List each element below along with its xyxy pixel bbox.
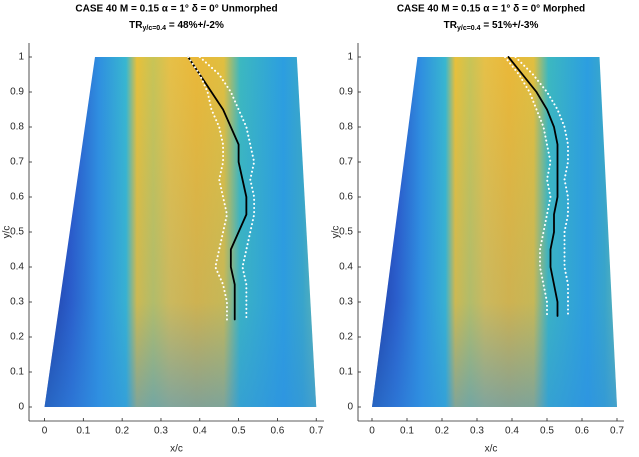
bound-line bbox=[198, 56, 256, 321]
x-tick-label: 0.3 bbox=[154, 426, 168, 437]
y-tick-label: 0.1 bbox=[10, 367, 24, 378]
y-tick-label: 0.8 bbox=[339, 122, 353, 133]
y-tick-label: 0.1 bbox=[339, 367, 353, 378]
subtitle-part: y/c=0.4 bbox=[457, 25, 481, 32]
chart-title: CASE 40 M = 0.15 α = 1° δ = 0° Unmorphed bbox=[75, 4, 277, 15]
x-tick-label: 0.1 bbox=[400, 426, 414, 437]
x-axis-label: x/c bbox=[170, 444, 183, 455]
subtitle-part: TR bbox=[129, 20, 143, 31]
chart-title: CASE 40 M = 0.15 α = 1° δ = 0° Morphed bbox=[397, 4, 585, 15]
y-tick-label: 0 bbox=[347, 402, 353, 413]
y-tick-label: 0.4 bbox=[339, 262, 353, 273]
y-tick-label: 0.6 bbox=[10, 192, 24, 203]
x-tick-label: 0.7 bbox=[309, 426, 323, 437]
y-tick-label: 0.8 bbox=[10, 122, 24, 133]
x-tick-label: 0.1 bbox=[76, 426, 90, 437]
heatmap-shade bbox=[44, 57, 317, 407]
y-tick-label: 0.9 bbox=[339, 87, 353, 98]
subtitle-part: = 48%+/-2% bbox=[166, 20, 224, 31]
x-tick-label: 0.2 bbox=[435, 426, 449, 437]
subtitle-part: y/c=0.4 bbox=[142, 25, 166, 32]
bound-line bbox=[504, 56, 552, 317]
panel: CASE 40 M = 0.15 α = 1° δ = 0° Unmorphed… bbox=[2, 4, 324, 455]
y-tick-label: 0.9 bbox=[10, 87, 24, 98]
chart-subtitle: TRy/c=0.4 = 48%+/-2% bbox=[129, 20, 224, 33]
y-axis-label: y/c bbox=[2, 226, 13, 239]
transition-line bbox=[187, 56, 248, 321]
y-tick-label: 0.4 bbox=[10, 262, 24, 273]
y-tick-label: 0.5 bbox=[10, 227, 24, 238]
y-tick-label: 0.6 bbox=[339, 192, 353, 203]
y-tick-label: 0.2 bbox=[10, 332, 24, 343]
x-tick-label: 0.5 bbox=[540, 426, 554, 437]
y-axis-label: y/c bbox=[331, 226, 342, 239]
subtitle-part: TR bbox=[444, 20, 458, 31]
x-tick-label: 0.2 bbox=[115, 426, 129, 437]
y-tick-label: 0.3 bbox=[339, 297, 353, 308]
y-tick-label: 0.7 bbox=[10, 157, 24, 168]
y-tick-label: 1 bbox=[347, 52, 353, 63]
x-tick-label: 0.6 bbox=[575, 426, 589, 437]
x-tick-label: 0.4 bbox=[505, 426, 519, 437]
x-tick-label: 0.3 bbox=[470, 426, 484, 437]
chart-subtitle: TRy/c=0.4 = 51%+/-3% bbox=[444, 20, 539, 33]
subtitle-part: = 51%+/-3% bbox=[481, 20, 539, 31]
panel: CASE 40 M = 0.15 α = 1° δ = 0° Morphed TR… bbox=[331, 4, 625, 455]
y-tick-label: 0.3 bbox=[10, 297, 24, 308]
heatmap-shade bbox=[372, 57, 617, 407]
x-tick-label: 0.6 bbox=[270, 426, 284, 437]
bound-line bbox=[514, 56, 569, 317]
y-tick-label: 0.5 bbox=[339, 227, 353, 238]
x-tick-label: 0.7 bbox=[610, 426, 624, 437]
x-axis-label: x/c bbox=[485, 444, 498, 455]
y-tick-label: 0 bbox=[18, 402, 24, 413]
y-tick-label: 1 bbox=[18, 52, 24, 63]
y-tick-label: 0.2 bbox=[339, 332, 353, 343]
bound-line bbox=[187, 56, 228, 321]
x-tick-label: 0 bbox=[369, 426, 375, 437]
x-tick-label: 0 bbox=[42, 426, 48, 437]
y-tick-label: 0.7 bbox=[339, 157, 353, 168]
x-tick-label: 0.4 bbox=[193, 426, 207, 437]
transition-line bbox=[507, 56, 559, 317]
x-tick-label: 0.5 bbox=[232, 426, 246, 437]
